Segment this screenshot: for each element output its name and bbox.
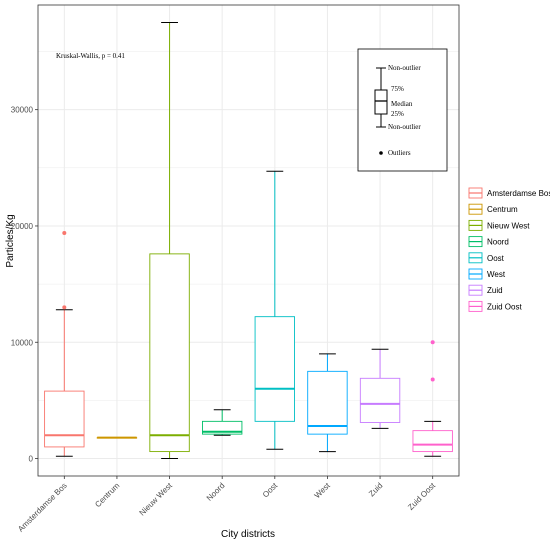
legend-label: Zuid Oost xyxy=(487,302,522,311)
box-group xyxy=(359,348,401,429)
key-label: 25% xyxy=(391,110,404,118)
legend-item: West xyxy=(468,268,506,280)
box-group xyxy=(96,436,138,439)
key-label: Median xyxy=(391,100,413,108)
legend-item: Nieuw West xyxy=(468,219,530,231)
box-group xyxy=(307,353,348,453)
y-axis-title: Particles/Kg xyxy=(5,214,16,267)
panel-border xyxy=(37,4,460,477)
legend-item: Amsterdamse Bos xyxy=(468,187,550,199)
y-tick-label: 0 xyxy=(29,455,34,464)
key-label: 75% xyxy=(391,85,404,93)
x-tick-label: Nieuw West xyxy=(138,481,175,518)
legend-item: Zuid Oost xyxy=(468,300,522,312)
x-tick-label: Noord xyxy=(205,481,227,503)
x-tick-label: Centrum xyxy=(93,481,121,509)
legend-label: Nieuw West xyxy=(487,221,530,230)
key-label: Outliers xyxy=(388,149,411,157)
x-tick-label: Zuid Oost xyxy=(406,481,437,512)
legend-label: Oost xyxy=(487,254,505,263)
key-label: Non-outlier xyxy=(388,123,421,131)
legend-label: Amsterdamse Bos xyxy=(487,189,550,198)
y-tick-label: 30000 xyxy=(11,106,34,115)
outlier-point xyxy=(62,230,67,235)
box-iqr xyxy=(412,430,453,453)
box-group xyxy=(44,230,85,457)
legend-label: Noord xyxy=(487,238,509,247)
box-group xyxy=(202,409,243,436)
legend-item: Zuid xyxy=(468,284,503,296)
legend-item: Noord xyxy=(468,236,509,248)
key-frame xyxy=(357,48,448,172)
legend: Amsterdamse Bos Centrum Nieuw West Noord Oos… xyxy=(468,187,550,312)
outlier-point xyxy=(430,340,435,345)
x-tick-label: Zuid xyxy=(367,481,384,498)
x-tick-label: Amsterdamse Bos xyxy=(16,481,69,534)
boxes-layer xyxy=(44,21,453,460)
box-iqr xyxy=(254,316,295,422)
x-axis-title: City districts xyxy=(221,529,275,540)
legend-label: Centrum xyxy=(487,205,518,214)
outlier-point xyxy=(62,305,67,310)
box-group xyxy=(412,340,453,457)
boxplot-key: Non-outlier 75% Median 25% Non-outlier Outlie… xyxy=(357,48,448,172)
box-iqr xyxy=(149,253,190,453)
kruskal-wallis-annotation: Kruskal-Wallis, p = 0.41 xyxy=(56,52,125,60)
x-axis: Amsterdamse Bos Centrum Nieuw West Noord Oos… xyxy=(16,476,438,534)
x-tick-label: Oost xyxy=(261,481,280,500)
key-outlier-dot xyxy=(379,151,383,155)
box-iqr xyxy=(44,390,85,448)
box-group xyxy=(254,170,295,450)
outlier-point xyxy=(430,377,435,382)
y-tick-label: 10000 xyxy=(11,338,34,347)
key-box xyxy=(374,89,388,115)
legend-item: Oost xyxy=(468,252,505,264)
legend-label: Zuid xyxy=(487,286,503,295)
legend-label: West xyxy=(487,270,506,279)
legend-item: Centrum xyxy=(468,203,518,215)
box-iqr xyxy=(307,370,348,435)
box-group xyxy=(149,21,190,460)
key-label: Non-outlier xyxy=(388,64,421,72)
y-axis: 0 10000 20000 30000 xyxy=(11,106,38,464)
box-iqr xyxy=(359,377,401,423)
x-tick-label: West xyxy=(313,481,333,501)
y-tick-label: 20000 xyxy=(11,222,34,231)
